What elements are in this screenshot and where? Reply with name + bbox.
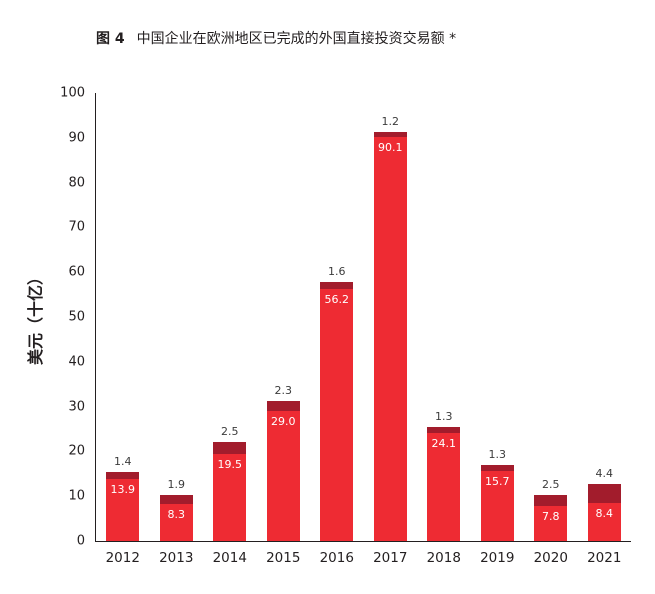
bar-segment-top [480,464,514,471]
x-tick-label: 2016 [319,550,354,566]
bar-segment-bottom [106,478,140,541]
bar-segment-bottom [320,289,354,541]
bar-2013: 1.9 8.3 [159,479,193,541]
bar-segment-bottom [266,411,300,541]
y-tick-label: 80 [68,175,85,191]
x-tick-label: 2018 [426,550,461,566]
x-tick-label: 2021 [587,550,622,566]
bar-2012: 1.4 13.9 [106,456,140,541]
bar-top-value-label: 1.9 [167,478,186,492]
bar-segment-bottom [159,503,193,541]
bar-inner-value-label: 8.3 [167,507,186,521]
bar-inner-value-label: 24.1 [431,437,457,451]
bar-segment-bottom [213,453,247,541]
y-tick-label: 100 [60,85,85,101]
bar-top-value-label: 1.2 [381,114,400,128]
bar-segment-top [266,400,300,412]
bar-2020: 2.5 7.8 [534,479,568,541]
bar-segment-bottom [480,470,514,541]
x-tick-label: 2019 [480,550,515,566]
bar-2018: 1.3 24.1 [427,411,461,541]
bar-segment-bottom [427,433,461,541]
y-tick-label: 0 [76,533,85,549]
bar-top-value-label: 2.5 [542,477,560,491]
x-tick-label: 2020 [533,550,568,566]
chart-title: 图 4 中国企业在欧洲地区已完成的外国直接投资交易额 * [96,28,456,48]
bar-2017: 1.2 90.1 [373,116,407,541]
chart-title-label: 图 4 [96,31,125,47]
bar-inner-value-label: 19.5 [217,457,243,471]
bar-2016: 1.6 56.2 [320,266,354,541]
y-tick-label: 30 [68,399,85,415]
bar-top-value-label: 1.6 [328,265,346,279]
bar-inner-value-label: 90.1 [378,141,403,155]
bar-segment-bottom [534,506,568,541]
bar-segment-top [213,442,247,454]
bar-segment-bottom [373,137,407,541]
plot-area: 0 10 20 30 40 50 60 70 80 90 100 1.4 13.9 1.9 8.3 2.5 1… [60,87,631,565]
x-tick-label: 2017 [373,550,408,566]
x-tick-label: 2013 [159,550,194,566]
y-axis-title: 美元（十亿） [26,268,45,366]
y-tick-label: 60 [68,264,85,280]
bar-2021: 4.4 8.4 [587,468,621,541]
y-tick-label: 20 [68,443,85,459]
bar-inner-value-label: 7.8 [542,510,560,524]
bar-segment-bottom [587,503,621,541]
y-tick-label: 70 [68,219,85,235]
x-tick-label: 2015 [266,550,301,566]
bar-2015: 2.3 29.0 [266,385,300,541]
bar-segment-top [373,131,407,138]
bar-2014: 2.5 19.5 [213,426,247,541]
x-tick-label: 2012 [105,550,140,566]
bar-top-value-label: 1.3 [488,447,507,461]
bar-top-value-label: 1.4 [114,455,132,469]
bar-segment-top [427,427,461,434]
y-tick-label: 50 [68,309,85,325]
bar-inner-value-label: 15.7 [485,474,510,488]
bar-top-value-label: 2.3 [274,383,293,397]
chart-title-text: 中国企业在欧洲地区已完成的外国直接投资交易额 * [136,31,457,47]
y-tick-label: 40 [68,354,85,370]
x-tick-label: 2014 [212,550,247,566]
bar-segment-top [320,282,354,290]
bar-top-value-label: 2.5 [221,425,239,439]
bar-inner-value-label: 8.4 [595,507,614,521]
bar-inner-value-label: 13.9 [110,482,136,496]
bar-top-value-label: 1.3 [435,410,453,424]
bar-segment-top [159,495,193,504]
bar-segment-top [534,494,568,507]
bar-2019: 1.3 15.7 [480,449,514,541]
bar-top-value-label: 4.4 [595,466,614,480]
bar-inner-value-label: 56.2 [324,293,350,307]
bar-segment-top [106,472,140,479]
bar-segment-top [587,483,621,504]
y-tick-label: 90 [68,130,85,146]
y-tick-label: 10 [68,488,85,504]
bar-inner-value-label: 29.0 [271,415,296,429]
